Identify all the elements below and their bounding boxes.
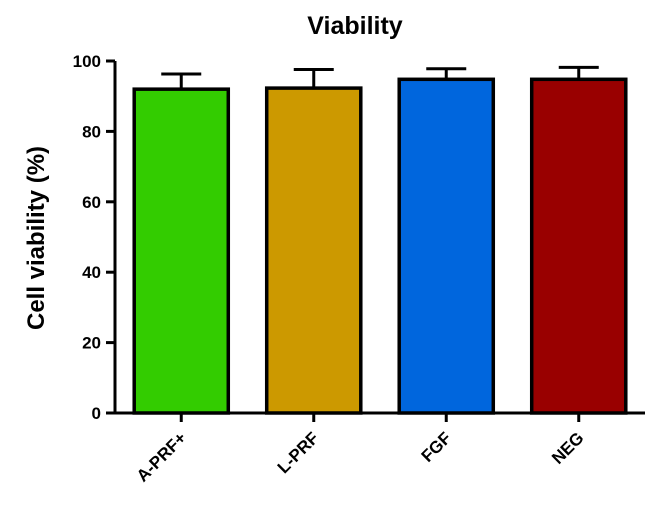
x-tick-label: A-PRF+: [133, 428, 190, 485]
bar-fgf: [397, 77, 496, 415]
y-tick-label: 0: [92, 404, 101, 423]
y-tick-label: 20: [82, 334, 101, 353]
y-tick-label: 60: [82, 193, 101, 212]
x-tick-label: NEG: [548, 428, 587, 467]
axes: [113, 61, 645, 415]
y-axis-ticks: 0 20 40 60 80 100: [73, 52, 115, 423]
y-axis-label: Cell viability (%): [23, 146, 50, 330]
bar-l-prf: [264, 86, 363, 415]
bars: [132, 77, 628, 415]
y-tick-label: 40: [82, 263, 101, 282]
chart-title: Viability: [307, 12, 403, 40]
y-tick-label: 80: [82, 122, 101, 141]
y-tick-label: 100: [73, 52, 101, 71]
error-bars: [161, 65, 599, 90]
x-tick-label: L-PRF: [274, 428, 323, 477]
bar-neg: [529, 77, 628, 415]
bar-a-prf-: [132, 87, 231, 415]
x-axis-ticks: A-PRF+ L-PRF FGF NEG: [133, 413, 588, 486]
x-tick-label: FGF: [418, 428, 455, 465]
